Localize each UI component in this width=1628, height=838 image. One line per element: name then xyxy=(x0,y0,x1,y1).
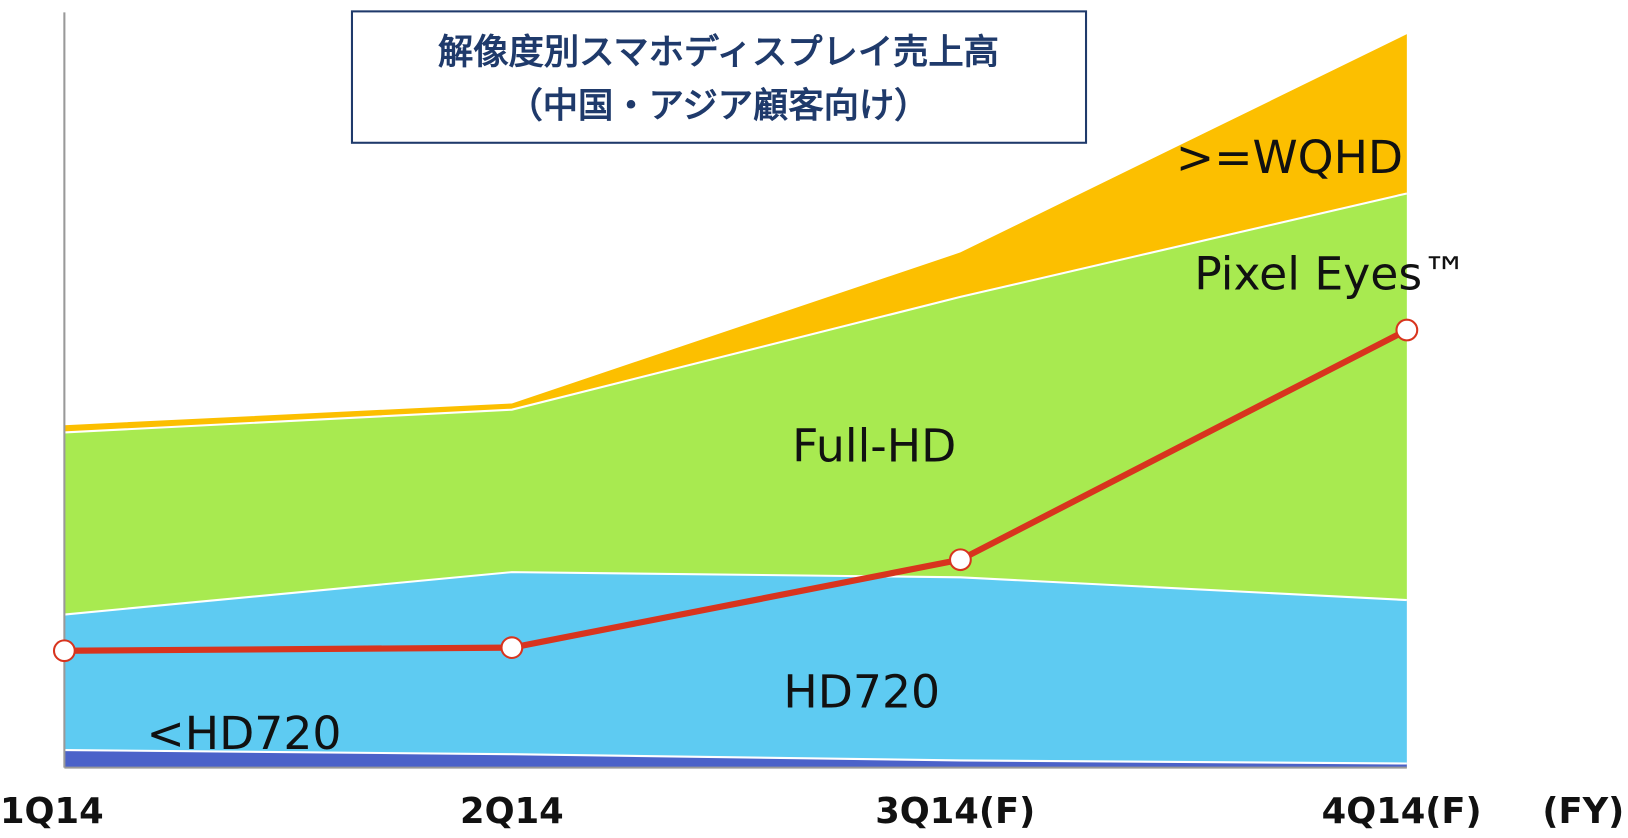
x-tick-label: 2Q14 xyxy=(460,791,564,832)
chart-title: 解像度別スマホディスプレイ売上高 xyxy=(438,32,999,73)
chart-subtitle: （中国・アジア顧客向け） xyxy=(507,86,929,127)
area-separator xyxy=(64,749,1407,765)
area-separator xyxy=(64,571,1407,616)
point xyxy=(1395,318,1419,342)
legend-label: <HD720 xyxy=(147,707,342,760)
area-separator xyxy=(64,192,1408,434)
line xyxy=(64,327,1409,654)
legend-label: Pixel Eyes™ xyxy=(1194,248,1468,301)
area xyxy=(64,572,1407,764)
x-tick-label: 4Q14(F) xyxy=(1322,791,1482,832)
area xyxy=(64,193,1407,615)
legend-label: HD720 xyxy=(783,666,940,719)
point xyxy=(948,548,972,572)
x-tick-label: 1Q14 xyxy=(0,791,104,832)
title-box xyxy=(350,10,1088,144)
legend-label: >=WQHD xyxy=(1176,131,1403,184)
area xyxy=(64,750,1407,768)
point xyxy=(500,636,524,660)
legend-label: Full-HD xyxy=(792,420,956,473)
x-axis-label: (FY) xyxy=(1542,791,1624,832)
x-tick-label: 3Q14(F) xyxy=(875,791,1035,832)
point xyxy=(52,639,76,663)
